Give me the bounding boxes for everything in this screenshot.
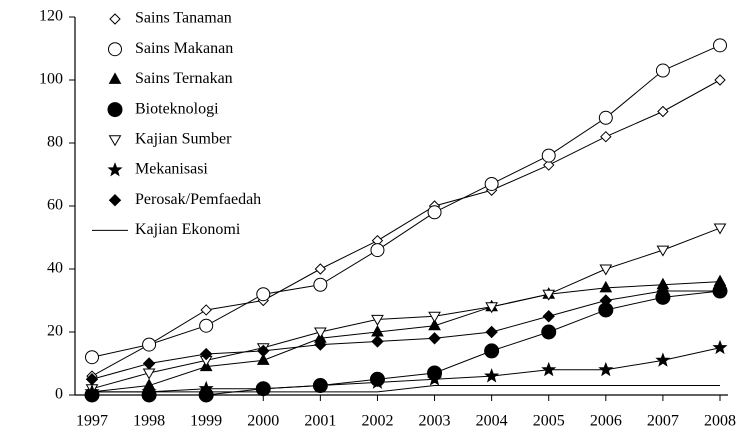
data-point — [312, 377, 328, 392]
data-point — [485, 302, 499, 314]
data-point — [656, 245, 670, 257]
y-tick-label: 100 — [39, 71, 63, 88]
data-point — [371, 324, 384, 337]
legend-swatch — [109, 13, 121, 25]
y-tick-label: 40 — [47, 260, 63, 277]
data-point — [427, 205, 442, 220]
y-tick-label: 80 — [47, 134, 63, 151]
data-point — [541, 324, 557, 340]
data-point — [542, 289, 556, 301]
legend-swatch — [107, 102, 123, 118]
data-point — [371, 314, 384, 326]
data-point — [484, 343, 500, 359]
data-point — [313, 327, 327, 339]
legend-label: Mekanisasi — [135, 161, 208, 178]
x-tick-label: 2001 — [304, 413, 336, 430]
data-point — [84, 383, 100, 399]
series-line — [92, 385, 720, 393]
data-point — [85, 350, 99, 365]
data-point — [314, 338, 327, 351]
data-point — [712, 339, 728, 355]
data-point — [713, 38, 727, 53]
data-point — [141, 383, 157, 399]
data-point — [714, 74, 726, 86]
data-point — [655, 63, 670, 78]
data-point — [256, 353, 270, 365]
data-point — [600, 130, 612, 143]
data-point — [484, 368, 500, 383]
x-tick-label: 1998 — [133, 413, 165, 430]
legend-swatch — [108, 193, 122, 207]
x-tick-label: 2008 — [704, 413, 736, 430]
series-line — [91, 281, 721, 393]
data-point — [655, 352, 671, 367]
data-point — [142, 337, 157, 352]
legend-swatch — [108, 135, 122, 147]
data-point — [371, 335, 384, 348]
series-line — [92, 347, 721, 393]
data-point — [656, 284, 670, 298]
data-point — [713, 223, 727, 235]
series-line — [91, 227, 721, 390]
data-point — [85, 373, 99, 386]
data-point — [657, 105, 669, 118]
data-point — [428, 332, 441, 345]
data-point — [369, 374, 385, 389]
data-point — [199, 318, 214, 333]
legend-label: Perosak/Pemfaedah — [135, 191, 261, 208]
data-point — [542, 310, 555, 323]
legend-label: Kajian Sumber — [135, 130, 232, 147]
y-tick-label: 60 — [47, 197, 63, 214]
data-point — [370, 243, 385, 258]
x-tick-label: 2004 — [476, 413, 508, 430]
data-point — [428, 318, 441, 331]
legend-swatch — [108, 72, 122, 84]
y-tick-label: 0 — [55, 386, 63, 403]
legend-label: Bioteknologi — [135, 100, 219, 117]
data-point — [598, 361, 614, 377]
x-tick-label: 1999 — [190, 413, 222, 430]
data-point — [598, 110, 613, 125]
series-line — [91, 44, 721, 358]
data-point — [713, 284, 727, 298]
data-point — [541, 361, 557, 377]
y-tick-label: 20 — [47, 323, 63, 340]
x-tick-label: 2006 — [590, 413, 622, 430]
data-point — [599, 294, 613, 307]
x-tick-label: 2002 — [361, 413, 393, 430]
legend-swatch — [108, 42, 122, 57]
data-point — [255, 380, 271, 396]
legend-swatch — [107, 162, 123, 177]
data-point — [257, 344, 270, 358]
legend-label: Sains Makanan — [135, 40, 233, 57]
x-tick-label: 2000 — [247, 413, 279, 430]
x-tick-label: 2005 — [533, 413, 565, 430]
data-point — [428, 311, 441, 323]
data-point — [427, 371, 443, 386]
data-point — [314, 263, 327, 275]
legend-label: Sains Ternakan — [135, 70, 233, 87]
data-point — [541, 148, 556, 163]
series-line — [91, 79, 721, 377]
y-tick-label: 120 — [39, 8, 63, 25]
x-tick-label: 2003 — [419, 413, 451, 430]
data-point — [313, 277, 328, 292]
x-tick-label: 1997 — [76, 413, 108, 430]
data-point — [142, 357, 156, 370]
data-point — [200, 304, 212, 316]
data-point — [198, 380, 214, 396]
data-point — [484, 176, 499, 191]
series-line — [92, 290, 721, 396]
data-point — [256, 287, 271, 302]
data-point — [543, 159, 555, 171]
x-tick-label: 2007 — [647, 413, 679, 430]
legend-label: Kajian Ekonomi — [135, 221, 241, 238]
series-line — [91, 290, 720, 380]
legend-label: Sains Tanaman — [135, 10, 232, 27]
data-point — [485, 325, 498, 339]
data-point — [199, 347, 213, 361]
data-point — [599, 280, 613, 293]
data-point — [599, 264, 613, 276]
